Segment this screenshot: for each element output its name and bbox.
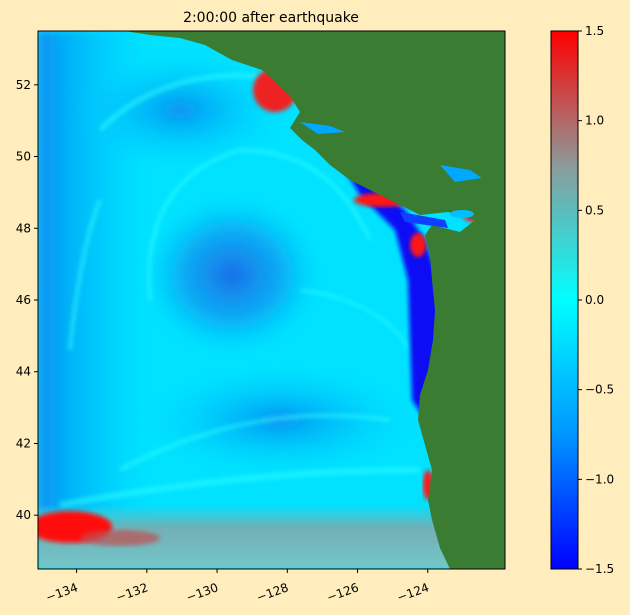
- x-tick-label: −124: [395, 580, 431, 604]
- coastal-negative-band: [345, 170, 440, 420]
- y-tick-label: 44: [16, 365, 31, 379]
- y-tick-label: 52: [16, 78, 31, 92]
- y-tick-label: 48: [16, 221, 31, 235]
- map-title: 2:00:00 after earthquake: [183, 10, 359, 26]
- colorbar-tick-label: 0.5: [585, 203, 604, 217]
- y-tick-label: 46: [16, 293, 31, 307]
- colorbar-tick-label: 1.5: [585, 24, 604, 38]
- inland-lake-2: [300, 122, 345, 134]
- strait-water: [400, 212, 448, 228]
- northern-low: [70, 50, 290, 170]
- southern-red-tail: [80, 530, 160, 546]
- x-tick-label: −126: [325, 580, 361, 604]
- x-tick-label: −130: [184, 580, 220, 604]
- colorbar-tick-label: −1.5: [585, 562, 614, 576]
- y-tick-label: 42: [16, 436, 31, 450]
- colorbar-gradient: [550, 30, 579, 570]
- inland-lake-1: [440, 165, 482, 182]
- land: [125, 31, 505, 569]
- colorbar-tick-label: −0.5: [585, 383, 614, 397]
- x-tick-label: −132: [114, 580, 150, 604]
- x-axis: −134 −132 −130 −128 −126 −124: [44, 569, 431, 605]
- y-tick-label: 50: [16, 150, 31, 164]
- colorbar: 1.5 1.0 0.5 0.0 −0.5 −1.0 −1.5: [550, 24, 614, 576]
- x-tick-label: −128: [255, 580, 291, 604]
- x-tick-label: −134: [44, 580, 80, 604]
- colorbar-ticks: 1.5 1.0 0.5 0.0 −0.5 −1.0 −1.5: [578, 24, 614, 576]
- salish-sea: [450, 210, 474, 218]
- washington-red: [410, 233, 426, 257]
- central-low: [142, 195, 322, 355]
- y-tick-label: 40: [16, 508, 31, 522]
- map-area: [38, 31, 505, 569]
- y-axis: 40 42 44 46 48 50 52: [16, 78, 38, 522]
- colorbar-tick-label: 0.0: [585, 293, 604, 307]
- colorbar-tick-label: −1.0: [585, 472, 614, 486]
- colorbar-tick-label: 1.0: [585, 114, 604, 128]
